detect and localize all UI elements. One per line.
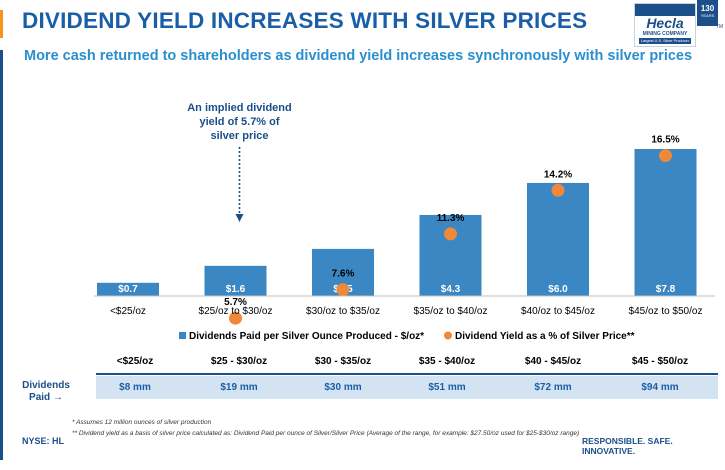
stock-ticker: NYSE: HL [22,436,65,446]
yield-marker [659,149,672,163]
yield-label: 11.3% [437,213,465,224]
trademark-mark: TM [716,24,724,30]
category-label: <$25/oz [110,306,146,317]
logo-company: MINING COMPANY [642,31,688,37]
legend-yield-label: Dividend Yield as a % of Silver Price** [455,331,635,342]
bar [204,265,267,296]
anniversary-label: YEARS [700,13,715,18]
category-label: $40/oz to $45/oz [521,306,595,317]
hecla-logo: Hecla MINING COMPANY Largest U.S. Silver… [634,3,696,47]
bars-group: $0.7$1.6$2.5$4.3$6.0$7.8 [97,149,697,296]
logo-name: Hecla [646,15,684,31]
annotation-text: An implied dividend [187,102,292,114]
legend-bar-label: Dividends Paid per Silver Ounce Produced… [189,331,424,342]
yield-label: 5.7% [224,297,247,308]
footnote-1: * Assumes 12 million ounces of silver pr… [72,419,212,426]
yield-label: 16.5% [651,135,679,146]
legend-yield-swatch [444,331,452,340]
company-tagline: RESPONSIBLE. SAFE. INNOVATIVE. [582,436,673,456]
yield-marker [551,183,565,197]
category-label: $25/oz to $30/oz [199,306,273,317]
bar [527,182,589,296]
anniversary-number: 130 [700,4,715,13]
category-labels-group: <$25/oz $25/oz to $30/oz $30/oz to $35/oz $… [110,306,702,317]
bar-value-label: $6.0 [548,284,568,295]
annotation-text: yield of 5.7% of [199,116,279,128]
slide-subtitle: More cash returned to shareholders as di… [24,48,693,64]
anniversary-badge: 130 YEARS [697,0,718,26]
bar [634,149,697,296]
bar [97,282,159,296]
yield-marker [444,227,457,241]
bar-value-label: $7.8 [656,284,676,295]
legend: Dividends Paid per Silver Ounce Produced… [179,331,635,342]
yield-label: 7.6% [332,269,355,280]
annotation-group: An implied dividend yield of 5.7% of silve… [187,102,292,222]
logo-tagline: Largest U.S. Silver Producer [639,38,691,44]
yield-marker [229,311,242,325]
yield-label: 14.2% [544,169,572,180]
bar-value-label: $0.7 [118,284,138,295]
bar-value-label: $4.3 [441,284,461,295]
category-label: $30/oz to $35/oz [306,306,380,317]
category-label: $35/oz to $40/oz [414,306,488,317]
logo-top-band [635,4,695,16]
title-accent-bar [0,10,3,38]
footnote-2: ** Dividend yield as a basis of silver p… [72,430,580,437]
slide-title: DIVIDEND YIELD INCREASES WITH SILVER PRI… [22,8,588,33]
annotation-text: silver price [210,130,268,142]
yield-marker [336,283,350,297]
bar-value-label: $1.6 [226,284,246,295]
legend-bar-swatch [179,332,186,339]
yield-markers-group: 5.7% 7.6% 11.3% 14.2% 16.5% [224,135,680,325]
left-accent-bar [0,50,3,460]
category-label: $45/oz to $50/oz [629,306,703,317]
